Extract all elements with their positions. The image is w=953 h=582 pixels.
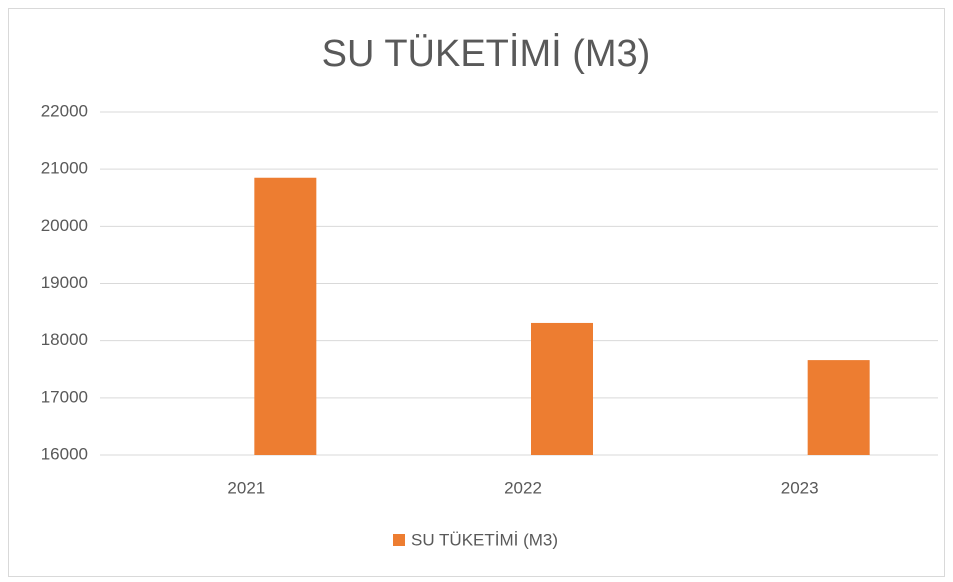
bar (807, 360, 870, 455)
y-tick-label: 17000 (41, 387, 88, 406)
y-tick-label: 16000 (41, 444, 88, 463)
chart-border (8, 8, 945, 577)
y-tick-label: 22000 (41, 101, 88, 120)
bar (254, 177, 317, 455)
y-tick-label: 21000 (41, 159, 88, 178)
y-tick-label: 20000 (41, 216, 88, 235)
bar (531, 322, 593, 455)
legend-swatch (393, 534, 405, 546)
chart-title: SU TÜKETİMİ (M3) (322, 32, 651, 75)
x-tick-label: 2022 (504, 478, 542, 497)
y-tick-label: 18000 (41, 330, 88, 349)
y-tick-label: 19000 (41, 273, 88, 292)
legend-label: SU TÜKETİMİ (M3) (411, 530, 558, 549)
x-tick-label: 2021 (227, 478, 265, 497)
x-tick-label: 2023 (781, 478, 819, 497)
